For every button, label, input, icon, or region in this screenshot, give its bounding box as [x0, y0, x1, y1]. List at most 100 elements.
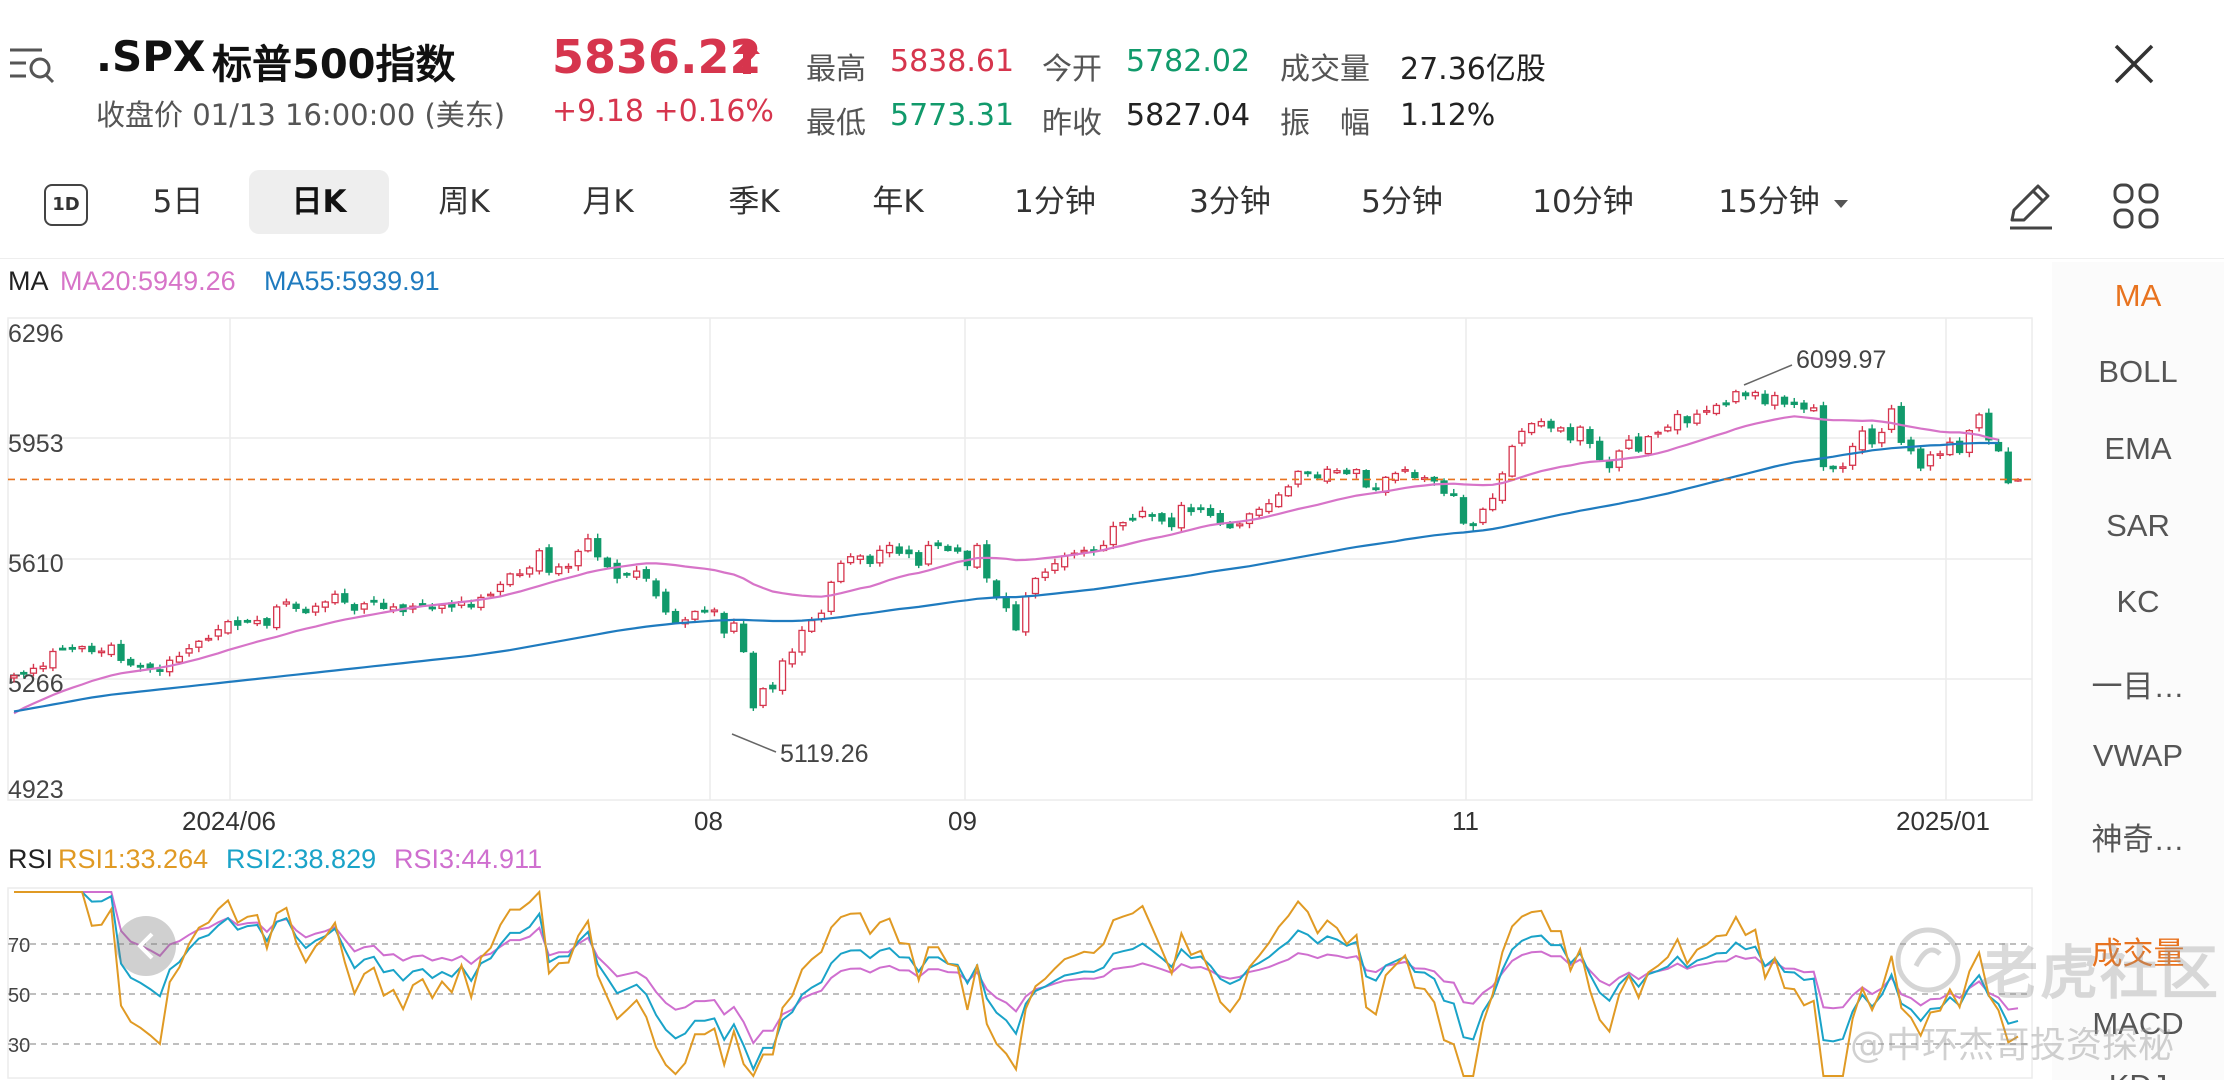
candle-body [467, 603, 475, 608]
candle-body [701, 609, 709, 613]
high-annotation: 6099.97 [1796, 346, 1886, 374]
x-tick-label: 08 [694, 806, 723, 836]
candle-body [29, 667, 38, 674]
candle-body [924, 544, 933, 565]
indicator-magic[interactable]: 神奇… [2091, 822, 2185, 857]
tab-monthly-k[interactable]: 月K [582, 184, 634, 220]
candle-body [1537, 420, 1545, 427]
stat-volume-value: 27.36亿股 [1400, 52, 1546, 87]
ticker-symbol: .SPX [96, 32, 206, 81]
candle-body [535, 550, 543, 572]
collapse-handle[interactable] [116, 916, 176, 976]
candle-body [360, 603, 368, 610]
candle-body [1489, 497, 1497, 511]
candle-body [1391, 472, 1400, 481]
candle-body [623, 572, 631, 576]
indicator-sar[interactable]: SAR [2106, 508, 2170, 543]
candle-body [516, 573, 524, 577]
tab-5d[interactable]: 5日 [152, 184, 204, 220]
candle-body [1703, 410, 1711, 413]
candle-body [273, 606, 281, 629]
kline-chart[interactable]: MA MA20:5949.26 MA55:5939.91 6296 5953 5… [0, 262, 2050, 1080]
up-arrow-icon [734, 40, 760, 74]
candle-body [1605, 461, 1614, 469]
indicator-boll[interactable]: BOLL [2098, 354, 2178, 389]
candle-body [1411, 472, 1419, 479]
indicator-vwap[interactable]: VWAP [2092, 738, 2184, 773]
indicator-ma[interactable]: MA [2114, 278, 2162, 313]
x-tick-label: 11 [1452, 806, 1479, 836]
indicator-macd[interactable]: MACD [2092, 1006, 2184, 1041]
chevron-down-icon[interactable] [1834, 200, 1848, 208]
candle-body [1907, 439, 1915, 452]
close-label: 收盘价 [96, 98, 184, 132]
candle-body [185, 648, 193, 654]
period-1d-icon[interactable]: 1D [44, 184, 88, 226]
ma-label: MA [8, 266, 49, 296]
header-divider [0, 258, 2224, 259]
candle-body [953, 547, 962, 552]
candle-body [156, 669, 164, 672]
candle-body [321, 601, 329, 608]
candle-body [739, 623, 748, 653]
candle-body [798, 629, 806, 653]
x-tick-label: 2025/01 [1896, 806, 1990, 836]
tab-weekly-k[interactable]: 周K [438, 184, 490, 220]
candle-body [370, 599, 378, 603]
stat-high-label: 最高 [806, 52, 866, 87]
candle-body [117, 643, 125, 661]
last-price: 5836.22 [552, 30, 762, 84]
candle-body [243, 619, 252, 623]
indicator-ichimoku[interactable]: 一目… [2091, 669, 2185, 704]
grid-layout-icon[interactable] [2112, 182, 2160, 230]
candle-body [710, 609, 719, 613]
rsi2-legend: RSI2:38.829 [226, 844, 376, 874]
tab-quarterly-k[interactable]: 季K [728, 184, 780, 220]
candle-body [613, 562, 621, 579]
rsi-tick-label: 50 [8, 985, 30, 1007]
candle-body [263, 618, 271, 626]
tab-3min[interactable]: 3分钟 [1189, 184, 1271, 220]
candle-body [282, 601, 291, 605]
candle-body [1197, 507, 1205, 511]
candle-body [10, 675, 18, 679]
rsi1-legend: RSI1:33.264 [58, 844, 208, 874]
pencil-draw-icon[interactable] [2004, 180, 2056, 232]
indicator-kc[interactable]: KC [2116, 584, 2160, 619]
close-icon[interactable] [2110, 40, 2158, 88]
ma20-line [13, 415, 1999, 715]
candle-body [1109, 525, 1117, 546]
candle-body [1800, 402, 1808, 410]
tab-yearly-k[interactable]: 年K [872, 184, 924, 220]
candle-body [78, 645, 86, 650]
chevron-left-icon [137, 932, 154, 960]
candle-body [827, 581, 835, 613]
candle-body [224, 621, 232, 634]
candle-body [20, 671, 28, 675]
candle-body [1946, 441, 1954, 456]
candle-body [331, 593, 339, 604]
candle-body [214, 629, 222, 637]
menu-search-icon[interactable] [8, 44, 56, 84]
indicator-volume[interactable]: 成交量 [2091, 936, 2185, 971]
y-tick-label: 6296 [8, 320, 64, 348]
tab-15min[interactable]: 15分钟 [1718, 184, 1820, 220]
candle-body [1761, 393, 1769, 405]
candle-body [1771, 394, 1779, 406]
candle-body [1829, 465, 1837, 470]
candle-body [1352, 469, 1361, 475]
rsi-tick-label: 30 [8, 1035, 30, 1057]
rsi3-legend: RSI3:44.911 [394, 844, 542, 874]
candle-body [1450, 493, 1458, 497]
low-annotation: 5119.26 [780, 740, 869, 768]
indicator-ema[interactable]: EMA [2104, 431, 2172, 466]
tab-10min[interactable]: 10分钟 [1532, 184, 1634, 220]
ma20-legend: MA20:5949.26 [60, 266, 236, 296]
indicator-kdj[interactable]: KDJ [2052, 1068, 2224, 1080]
tab-1min[interactable]: 1分钟 [1014, 184, 1096, 220]
candle-body [1693, 413, 1701, 424]
tab-5min[interactable]: 5分钟 [1361, 184, 1443, 220]
tab-daily-k[interactable]: 日K [249, 170, 389, 234]
candle-body [1810, 407, 1818, 412]
candle-body [2004, 451, 2012, 484]
